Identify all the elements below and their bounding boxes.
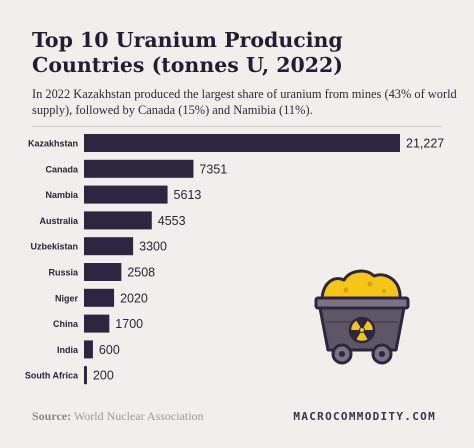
value-label: 1700 (115, 317, 143, 331)
value-label: 21,227 (406, 137, 444, 151)
bar-australia (84, 211, 152, 230)
value-label: 5613 (174, 188, 202, 202)
chart-subtitle: In 2022 Kazakhstan produced the largest … (32, 87, 457, 117)
value-label: 4553 (158, 214, 186, 228)
category-label: Uzbekistan (30, 242, 78, 252)
brand-url: MACROCOMMODITY.COM (293, 410, 436, 423)
value-label: 600 (99, 343, 120, 357)
bar-kazakhstan (84, 134, 400, 152)
category-label: South Africa (25, 371, 79, 381)
bar-china (84, 314, 110, 333)
category-label: Russia (48, 268, 79, 278)
value-label: 7351 (199, 162, 227, 176)
bar-india (84, 340, 93, 359)
uranium-mine-cart-icon (314, 269, 410, 365)
category-label: Kazakhstan (28, 139, 78, 149)
bar-uzbekistan (84, 237, 134, 256)
value-label: 2508 (127, 266, 155, 280)
bar-russia (84, 263, 122, 281)
category-label: India (57, 345, 79, 355)
category-label: China (53, 319, 79, 329)
category-label: Canada (45, 164, 79, 174)
value-label: 200 (93, 369, 114, 383)
bar-nambia (84, 185, 168, 204)
source-label: Source: (32, 409, 72, 423)
chart-title: Top 10 Uranium Producing Countries (tonn… (32, 28, 343, 77)
source-note: Source: World Nuclear Association (32, 409, 204, 424)
category-label: Australia (39, 216, 79, 226)
value-label: 3300 (139, 240, 167, 254)
category-label: Nambia (45, 190, 79, 200)
value-label: 2020 (120, 291, 148, 305)
divider (32, 126, 442, 127)
category-label: Niger (55, 293, 79, 303)
bar-canada (84, 159, 194, 178)
source-text: World Nuclear Association (71, 409, 204, 423)
bar-south-africa (84, 366, 87, 385)
bar-niger (84, 288, 115, 307)
